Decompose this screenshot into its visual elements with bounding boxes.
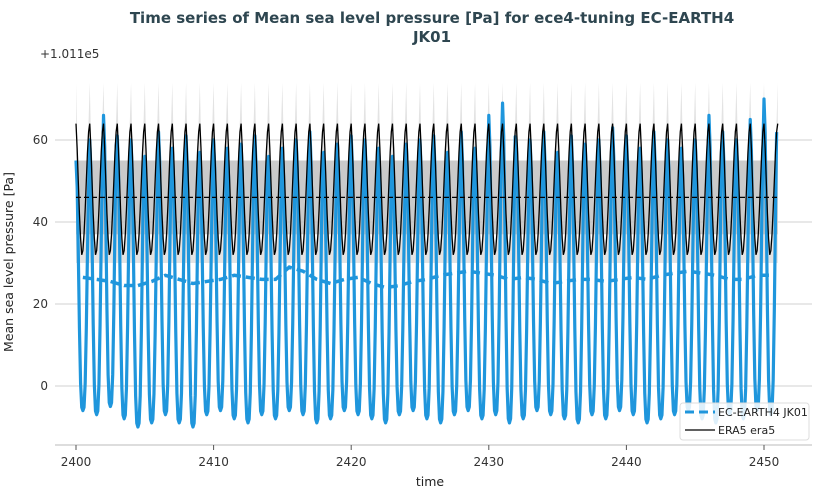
y-tick-label: 0: [40, 379, 48, 393]
x-tick-label: 2420: [336, 455, 367, 469]
y-tick-label: 20: [33, 297, 48, 311]
y-tick-label: 60: [33, 133, 48, 147]
chart-title-line2: JK01: [412, 28, 451, 46]
x-tick-label: 2400: [61, 455, 92, 469]
era5-line: [75, 123, 779, 255]
y-offset-label: +1.011e5: [40, 47, 99, 61]
x-tick-label: 2410: [198, 455, 229, 469]
x-tick-label: 2450: [749, 455, 780, 469]
legend-label-model: EC-EARTH4 JK01: [718, 406, 808, 419]
x-axis-label: time: [416, 474, 445, 489]
y-ticks: 0 20 40 60: [33, 133, 48, 393]
legend-label-era5: ERA5 era5: [718, 424, 775, 437]
y-axis-label: Mean sea level pressure [Pa]: [1, 172, 16, 352]
legend: EC-EARTH4 JK01 ERA5 era5: [679, 402, 810, 441]
x-tick-label: 2430: [474, 455, 505, 469]
legend-box: [679, 402, 810, 441]
model-rolling-mean-line: [82, 265, 771, 290]
model-monthly-line: [74, 97, 779, 429]
chart-title: Time series of Mean sea level pressure […: [130, 9, 734, 27]
x-ticks: 2400 2410 2420 2430 2440 2450: [61, 445, 780, 469]
y-tick-label: 40: [33, 215, 48, 229]
plot-area: [74, 82, 779, 429]
x-tick-label: 2440: [611, 455, 642, 469]
